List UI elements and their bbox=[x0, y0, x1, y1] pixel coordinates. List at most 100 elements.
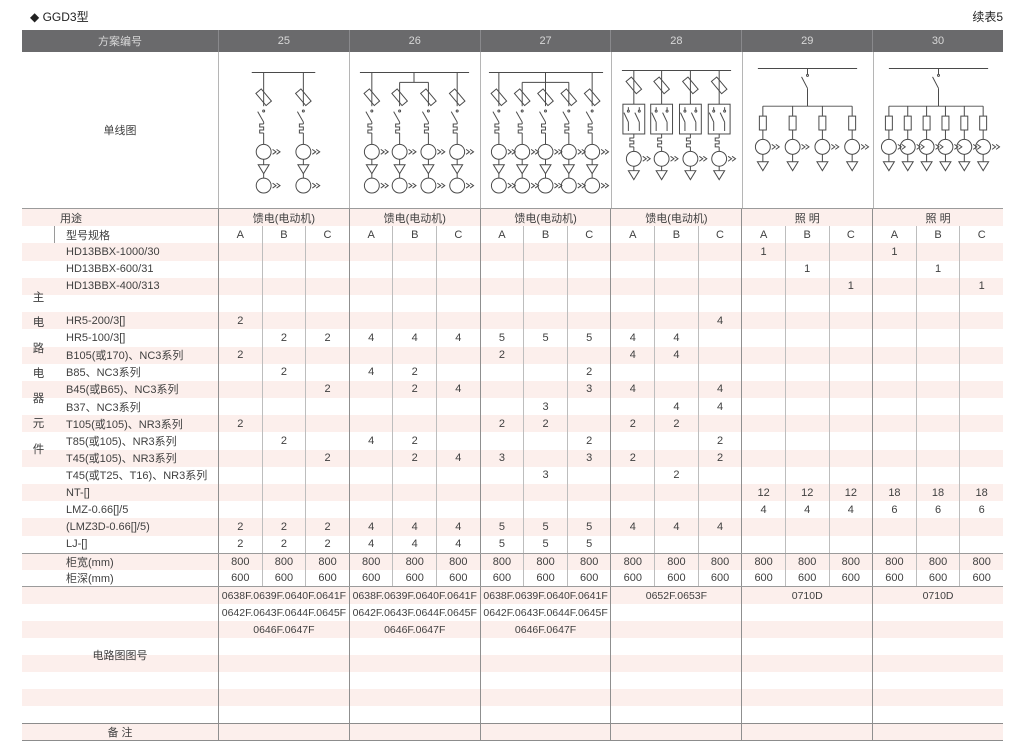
value-cell bbox=[305, 398, 349, 416]
value-cell bbox=[741, 380, 785, 399]
value-cell bbox=[218, 380, 262, 399]
circuit-number-cell: 0652F.0653F bbox=[610, 587, 741, 605]
value-cell: 2 bbox=[218, 518, 262, 536]
value-cell bbox=[218, 466, 262, 484]
value-cell: 4 bbox=[348, 363, 393, 381]
value-cell bbox=[784, 294, 829, 313]
value-cell: 600 bbox=[305, 569, 349, 587]
component-label: LMZ-0.66[]/5 bbox=[66, 503, 129, 516]
value-cell bbox=[610, 294, 654, 313]
cabinet-depth-row: 柜深(mm) 600 600 600 600 600 600 600 600 600 600 600 6… bbox=[22, 569, 1003, 588]
value-cell bbox=[218, 243, 262, 261]
value-cell bbox=[479, 363, 524, 381]
component-label: T85(或105)、NR3系列 bbox=[66, 436, 177, 449]
value-cell bbox=[348, 380, 393, 399]
value-cell bbox=[610, 398, 654, 416]
value-cell bbox=[784, 277, 829, 295]
value-cell bbox=[915, 329, 960, 347]
value-cell bbox=[348, 466, 393, 484]
value-cell bbox=[610, 260, 654, 278]
circuit-number-cell bbox=[741, 638, 872, 656]
row-label: 柜深(mm) bbox=[66, 573, 114, 586]
value-cell: 600 bbox=[479, 569, 524, 587]
value-cell bbox=[697, 260, 742, 278]
circuit-number-cell: 0646F.0647F bbox=[348, 621, 480, 639]
value-cell: 2 bbox=[305, 518, 349, 536]
value-cell: 4 bbox=[654, 398, 698, 416]
value-cell bbox=[305, 277, 349, 295]
value-cell bbox=[697, 415, 742, 433]
circuit-number-cell bbox=[872, 621, 1003, 639]
value-cell: 4 bbox=[828, 501, 873, 519]
component-label: (LMZ3D-0.66[]/5) bbox=[66, 520, 150, 533]
value-cell: 2 bbox=[610, 449, 654, 467]
value-cell: 3 bbox=[523, 466, 567, 484]
circuit-number-cell bbox=[610, 604, 741, 622]
value-cell bbox=[436, 501, 480, 519]
circuit-number-cell: 0642F.0643F.0644F.0645F bbox=[348, 604, 480, 622]
value-cell: 600 bbox=[872, 569, 916, 587]
value-cell: 5 bbox=[566, 518, 611, 536]
circuit-number-row: 0638F.0639F.0640F.0641F 0638F.0639F.0640F… bbox=[22, 587, 1003, 605]
value-cell: 1 bbox=[828, 277, 873, 295]
value-cell bbox=[392, 398, 436, 416]
component-label: HR5-200/3[] bbox=[66, 314, 126, 327]
usage-row: 用途 馈电(电动机) 馈电(电动机) 馈电(电动机) 馈电(电动机) 照 明照 明 bbox=[22, 209, 1003, 227]
value-cell bbox=[915, 312, 960, 330]
value-cell bbox=[479, 501, 524, 519]
value-cell bbox=[261, 260, 306, 278]
value-cell bbox=[566, 277, 611, 295]
row-label-wrap: T85(或105)、NR3系列 bbox=[22, 432, 218, 449]
spec-label-wrap: 型号规格 bbox=[22, 226, 218, 244]
component-label: HD13BBX-400/313 bbox=[66, 280, 160, 293]
value-cell bbox=[392, 466, 436, 484]
component-row: T105(或105)、NR3系列 2 2 2 2 2 bbox=[22, 415, 1003, 433]
component-label: HR5-100/3[] bbox=[66, 331, 126, 344]
component-row: HD13BBX-1000/30 1 1 bbox=[22, 243, 1003, 261]
circuit-number-cell: 0710D bbox=[741, 587, 872, 605]
value-cell: 600 bbox=[523, 569, 567, 587]
value-cell: 600 bbox=[915, 569, 960, 587]
value-cell bbox=[828, 535, 873, 553]
scheme-number: 25 bbox=[218, 30, 349, 52]
circuit-number-row: 0642F.0643F.0644F.0645F 0642F.0643F.0644F… bbox=[22, 604, 1003, 622]
value-cell bbox=[654, 294, 698, 313]
circuit-number-cell bbox=[218, 672, 349, 690]
value-cell: 18 bbox=[872, 484, 916, 502]
row-label: 柜宽(mm) bbox=[66, 556, 114, 569]
value-cell bbox=[523, 312, 567, 330]
value-cell: 600 bbox=[697, 569, 742, 587]
value-cell bbox=[566, 346, 611, 364]
value-cell: 800 bbox=[915, 553, 960, 570]
row-label-wrap: B45(或B65)、NC3系列 bbox=[22, 381, 218, 398]
value-cell: 600 bbox=[392, 569, 436, 587]
value-cell: 2 bbox=[305, 535, 349, 553]
value-cell: 4 bbox=[654, 518, 698, 536]
value-cell bbox=[523, 294, 567, 313]
value-cell bbox=[959, 518, 1003, 536]
value-cell bbox=[218, 432, 262, 450]
value-cell: 4 bbox=[654, 329, 698, 347]
value-cell bbox=[741, 449, 785, 467]
scheme-number: 28 bbox=[610, 30, 741, 52]
row-label-wrap: HD13BBX-600/31 bbox=[22, 261, 218, 278]
value-cell bbox=[566, 484, 611, 502]
circuit-label-spacer bbox=[22, 604, 218, 621]
value-cell bbox=[305, 243, 349, 261]
value-cell bbox=[915, 449, 960, 467]
value-cell bbox=[959, 415, 1003, 433]
circuit-number-row bbox=[22, 689, 1003, 707]
component-row: LMZ-0.66[]/5 4 4 4 6 6 6 bbox=[22, 501, 1003, 519]
component-label: B45(或B65)、NC3系列 bbox=[66, 384, 179, 397]
value-cell: 4 bbox=[348, 535, 393, 553]
value-cell bbox=[654, 432, 698, 450]
remark-row: 备 注 bbox=[22, 723, 1003, 742]
row-label-wrap: HR5-100/3[] bbox=[22, 329, 218, 346]
scheme-header-label: 方案编号 bbox=[98, 36, 142, 48]
circuit-label-spacer bbox=[22, 638, 218, 655]
value-cell bbox=[784, 415, 829, 433]
value-cell bbox=[348, 449, 393, 467]
value-cell bbox=[828, 243, 873, 261]
circuit-number-cell bbox=[218, 638, 349, 656]
